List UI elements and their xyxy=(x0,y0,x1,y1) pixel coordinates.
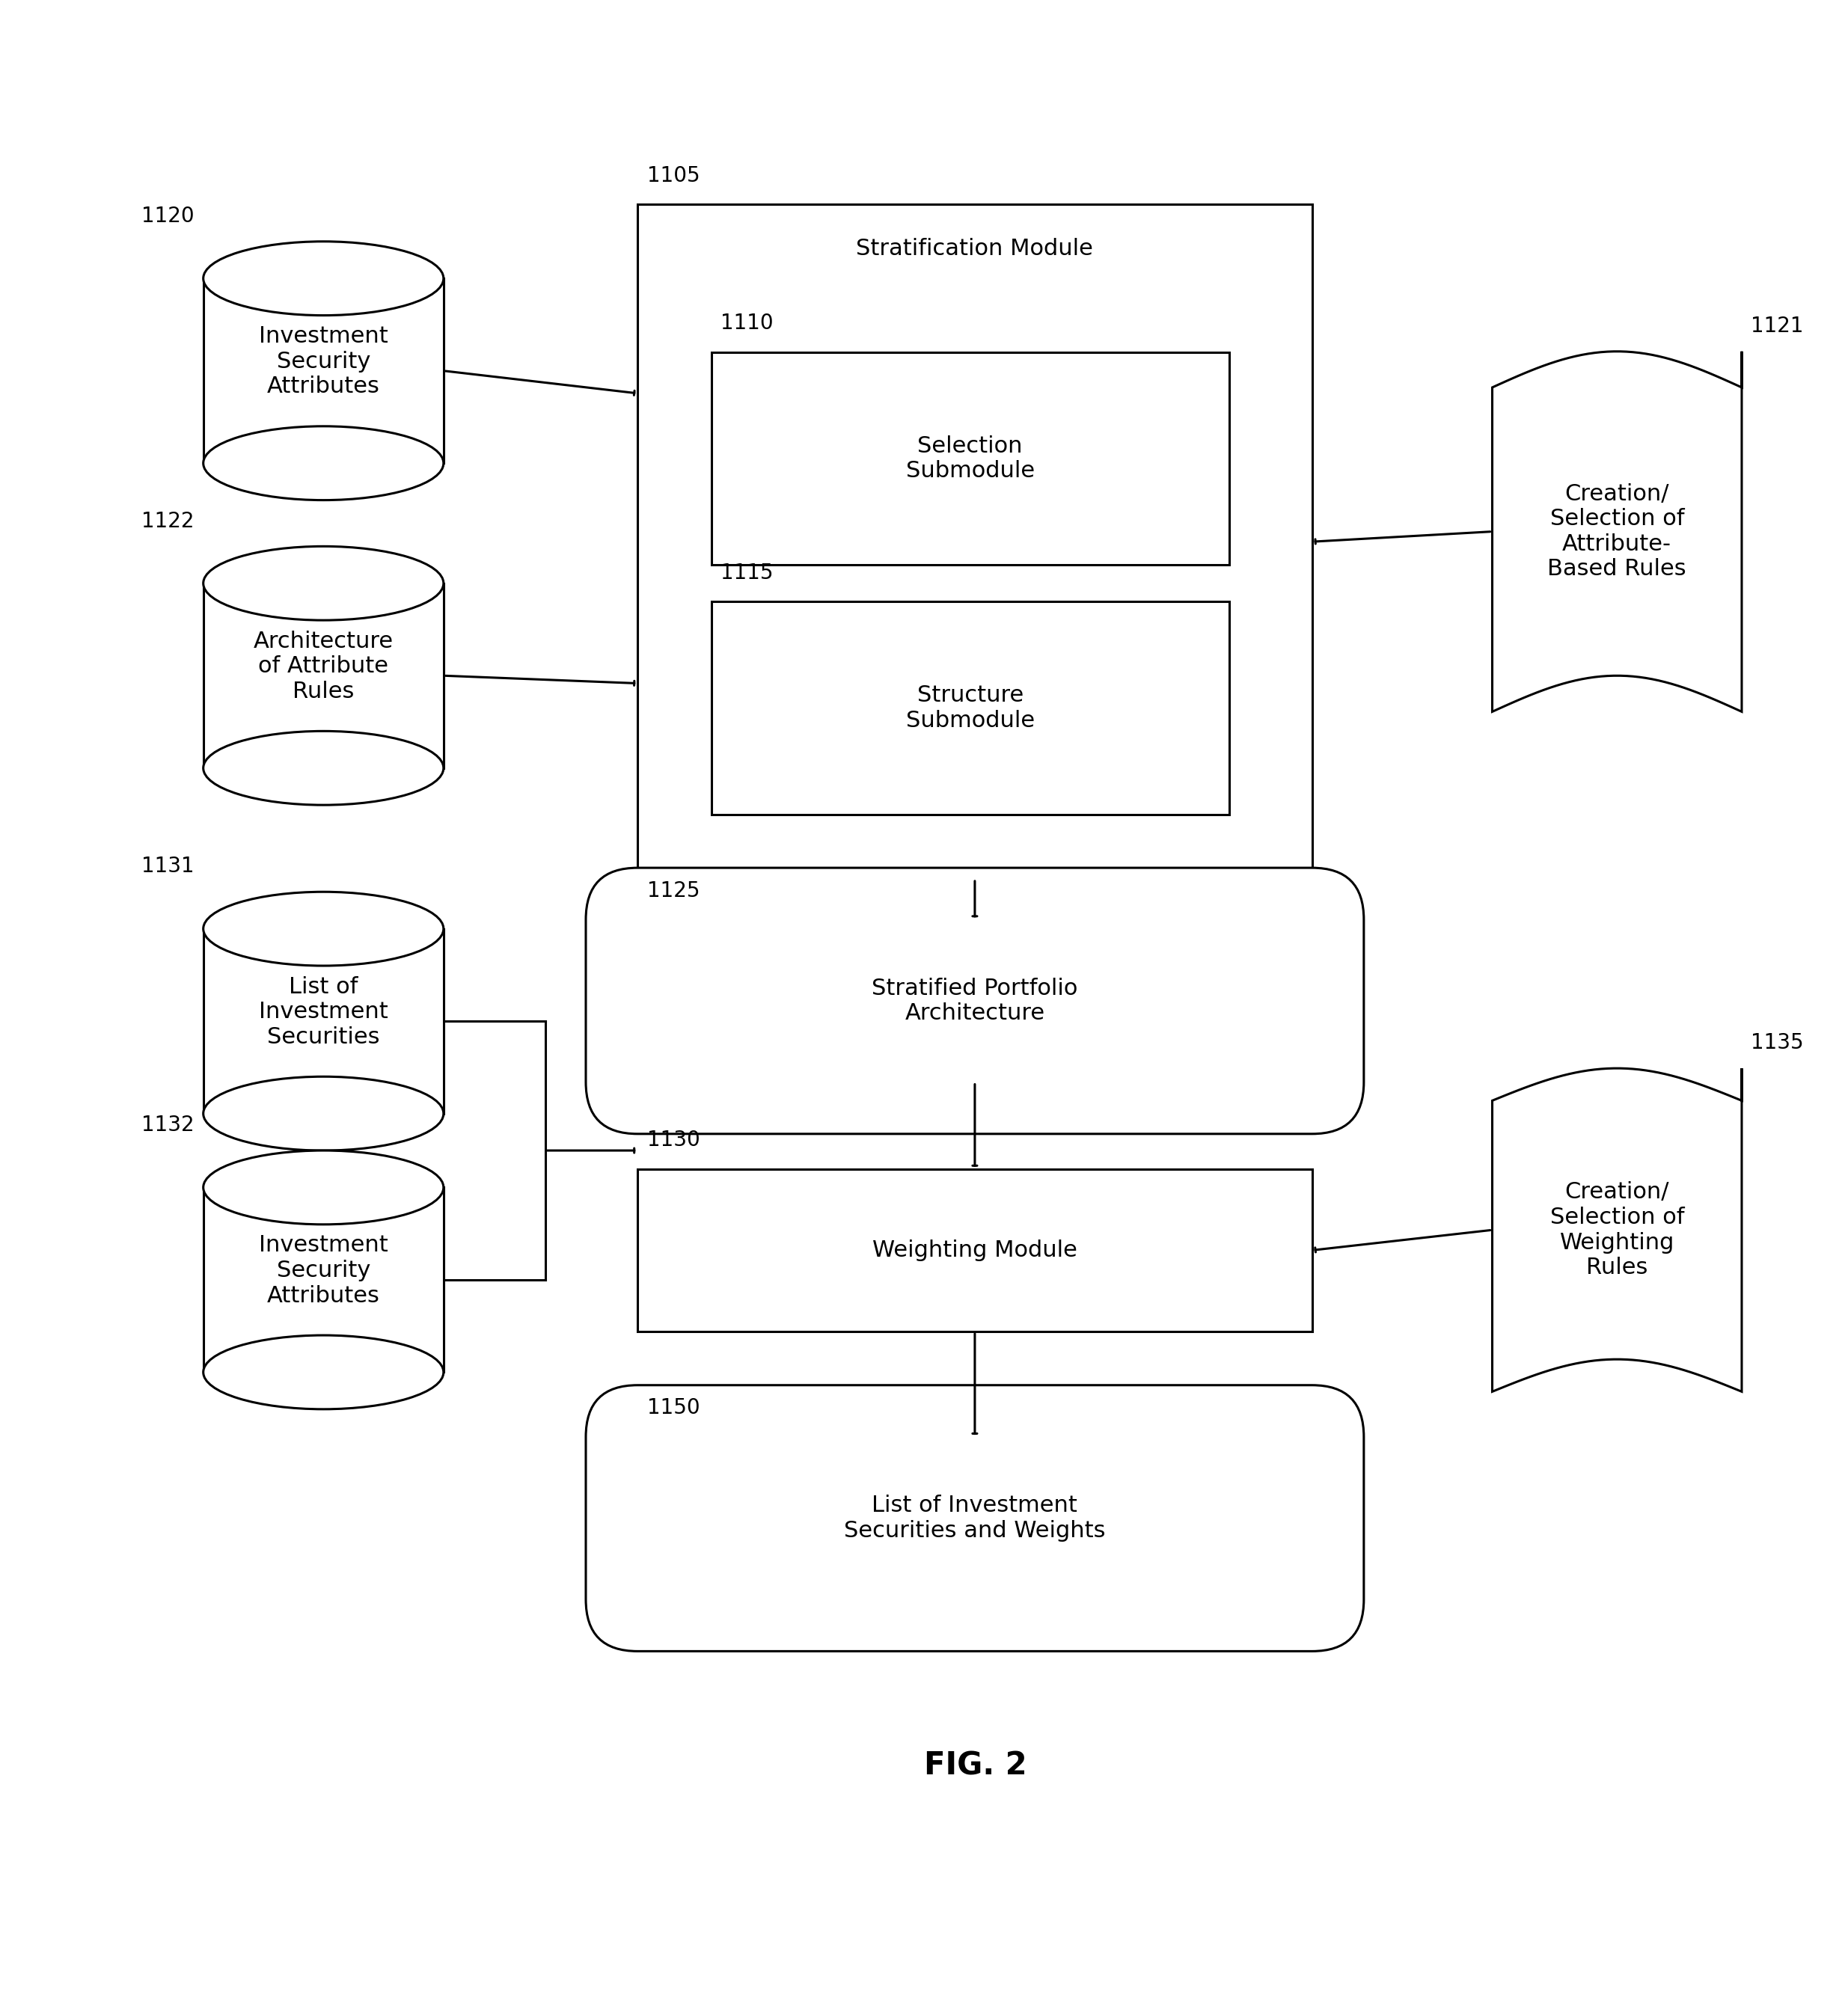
FancyBboxPatch shape xyxy=(586,867,1364,1135)
Ellipse shape xyxy=(205,248,442,310)
Polygon shape xyxy=(1493,1069,1741,1393)
Ellipse shape xyxy=(205,1157,442,1219)
Ellipse shape xyxy=(203,1077,444,1151)
Ellipse shape xyxy=(203,1151,444,1225)
Text: Investment
Security
Attributes: Investment Security Attributes xyxy=(259,1235,388,1307)
Text: 1125: 1125 xyxy=(647,881,700,901)
Text: Stratification Module: Stratification Module xyxy=(856,238,1094,260)
Polygon shape xyxy=(1493,352,1741,711)
Text: 1131: 1131 xyxy=(140,855,194,877)
Text: Structure
Submodule: Structure Submodule xyxy=(906,685,1035,731)
Text: Creation/
Selection of
Weighting
Rules: Creation/ Selection of Weighting Rules xyxy=(1550,1181,1684,1279)
Text: Architecture
of Attribute
Rules: Architecture of Attribute Rules xyxy=(253,631,394,703)
Bar xyxy=(203,583,444,767)
Bar xyxy=(203,929,444,1113)
Ellipse shape xyxy=(205,551,442,615)
Text: Selection
Submodule: Selection Submodule xyxy=(906,436,1035,482)
Bar xyxy=(203,278,444,464)
Text: 1110: 1110 xyxy=(721,314,774,334)
Text: 1135: 1135 xyxy=(1750,1033,1804,1053)
Bar xyxy=(638,1169,1312,1331)
Bar xyxy=(203,1187,444,1373)
Bar xyxy=(638,204,1312,879)
Text: 1130: 1130 xyxy=(647,1129,700,1151)
FancyBboxPatch shape xyxy=(586,1385,1364,1650)
Text: 1120: 1120 xyxy=(140,206,194,226)
Ellipse shape xyxy=(203,242,444,316)
Ellipse shape xyxy=(203,545,444,619)
Ellipse shape xyxy=(203,891,444,965)
Bar xyxy=(711,352,1229,565)
Text: Creation/
Selection of
Attribute-
Based Rules: Creation/ Selection of Attribute- Based … xyxy=(1547,484,1687,579)
Text: Investment
Security
Attributes: Investment Security Attributes xyxy=(259,326,388,398)
Ellipse shape xyxy=(203,731,444,805)
Text: List of
Investment
Securities: List of Investment Securities xyxy=(259,975,388,1047)
Ellipse shape xyxy=(203,1335,444,1409)
Text: Stratified Portfolio
Architecture: Stratified Portfolio Architecture xyxy=(872,977,1077,1025)
Text: 1115: 1115 xyxy=(721,561,774,583)
Ellipse shape xyxy=(205,897,442,961)
Text: FIG. 2: FIG. 2 xyxy=(924,1750,1027,1782)
Text: 1150: 1150 xyxy=(647,1397,700,1419)
Ellipse shape xyxy=(203,426,444,500)
Text: 1132: 1132 xyxy=(140,1115,194,1135)
Text: List of Investment
Securities and Weights: List of Investment Securities and Weight… xyxy=(845,1495,1105,1542)
Text: 1105: 1105 xyxy=(647,166,700,186)
Bar xyxy=(711,601,1229,815)
Text: Weighting Module: Weighting Module xyxy=(872,1239,1077,1261)
Text: 1122: 1122 xyxy=(140,511,194,531)
Text: 1121: 1121 xyxy=(1750,316,1804,336)
